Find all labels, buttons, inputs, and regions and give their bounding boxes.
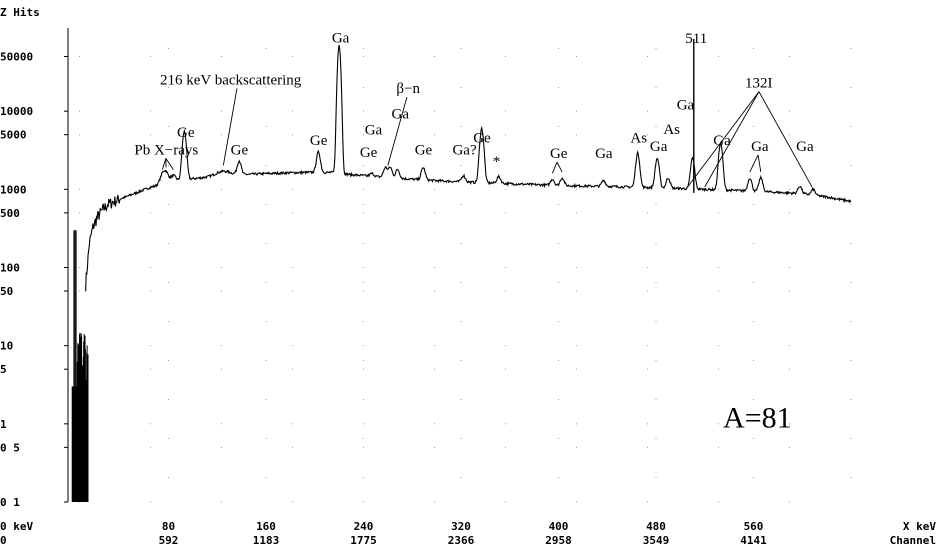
x-tick-label: 240 (354, 520, 374, 533)
y-tick-label: 0 1 (0, 496, 20, 509)
peak-label: Ge (473, 130, 491, 146)
annotation-leader (749, 154, 759, 173)
peak-label: As (630, 130, 647, 146)
channel-tick-label: 4141 (740, 534, 767, 547)
peak-label: Ge (360, 145, 378, 161)
peak-label: Ga (751, 139, 769, 155)
peak-label: Ga (713, 133, 731, 149)
channel-tick-label: 2366 (448, 534, 475, 547)
channel-axis-label: Channel (890, 534, 936, 547)
x-tick-label: 160 (256, 520, 276, 533)
y-tick-label: 1 (0, 418, 7, 431)
peak-label: Pb X−rays (134, 142, 198, 158)
peak-label: * (493, 154, 501, 170)
y-tick-label: 50000 (0, 51, 33, 64)
peak-label: 132I (745, 76, 773, 92)
y-tick-label: 500 (0, 207, 20, 220)
annotation-leader (222, 88, 238, 166)
channel-tick-label: 592 (159, 534, 179, 547)
x-start-label: 0 keV (0, 520, 33, 533)
channel-tick-label: 1183 (253, 534, 280, 547)
peak-label: Ga (365, 123, 383, 139)
peak-label: A=81 (723, 401, 792, 434)
peak-label: Ga (650, 139, 668, 155)
channel-tick-label: 1775 (350, 534, 377, 547)
peak-label: Ge (177, 125, 195, 141)
y-tick-label: 5 (0, 363, 7, 376)
y-tick-label: 0 5 (0, 441, 20, 454)
annotation-leader (161, 158, 167, 170)
annotation-leader (757, 154, 762, 172)
peak-label: Ga (595, 146, 613, 162)
x-tick-label: 80 (162, 520, 175, 533)
peak-label: Ga (332, 30, 350, 46)
x-tick-label: 320 (451, 520, 471, 533)
peak-label: β−n (396, 81, 420, 97)
y-tick-label: 5000 (0, 129, 27, 142)
annotation-leader (556, 162, 563, 173)
peak-label: Ga (392, 107, 410, 123)
x-axis-label: X keV (903, 520, 936, 533)
peak-label: Ge (231, 142, 249, 158)
x-tick-label: 560 (744, 520, 764, 533)
y-tick-label: 50 (0, 285, 13, 298)
channel-tick-label: 2958 (545, 534, 572, 547)
channel-start-label: 0 (0, 534, 7, 547)
peak-label: Ga (677, 98, 695, 114)
low-energy-noise (71, 230, 89, 502)
y-tick-label: 1000 (0, 183, 27, 196)
x-tick-label: 400 (549, 520, 569, 533)
y-tick-label: 10000 (0, 105, 33, 118)
annotation-leader (165, 158, 174, 170)
spectrum-series-line (85, 45, 852, 292)
peak-label: 511 (685, 31, 707, 47)
annotation-leader (387, 97, 408, 166)
annotation-leader (687, 91, 760, 188)
channel-tick-label: 3549 (643, 534, 670, 547)
peak-label: Ga (796, 139, 814, 155)
x-tick-label: 480 (646, 520, 666, 533)
y-axis-label: Z Hits (0, 6, 40, 19)
peak-label: 216 keV backscattering (160, 72, 302, 88)
peak-label: Ge (415, 142, 433, 158)
peak-label: Ge (310, 133, 328, 149)
peak-label: As (663, 122, 680, 138)
peak-label: Ge (550, 146, 568, 162)
peak-annotations: Pb X−rays 216 keV backscattering Ge Ge Ge Ga G… (134, 30, 814, 434)
annotation-leader (704, 91, 760, 188)
y-tick-label: 10 (0, 340, 13, 353)
peak-label: Ga? (452, 142, 476, 158)
noise-spikes (71, 230, 89, 502)
y-tick-label: 100 (0, 262, 20, 275)
annotation-leader (551, 162, 558, 174)
annotation-leader (758, 91, 813, 188)
